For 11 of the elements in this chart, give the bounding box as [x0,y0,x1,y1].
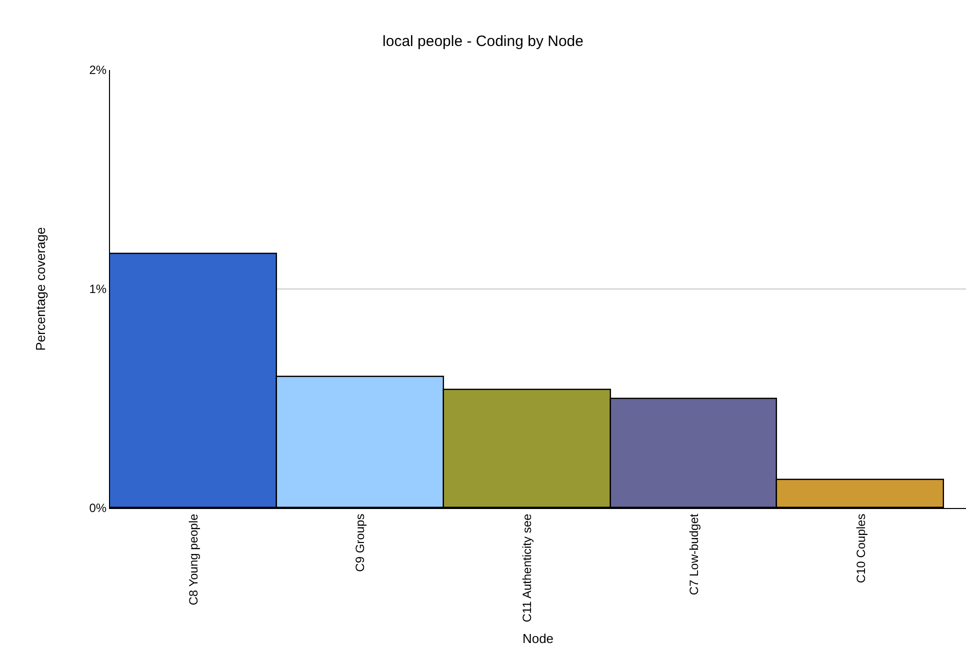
y-tick-label: 2% [89,63,107,78]
chart-title: local people - Coding by Node [382,33,584,50]
x-tick-label: C8 Young people [186,513,200,606]
x-tick-label: C7 Low-budget [686,513,701,596]
x-tick-label: C9 Groups [353,514,368,572]
x-tick-label: C10 Couples [854,514,868,584]
y-axis-title: Percentage coverage [33,227,48,351]
y-tick-label: 0% [89,501,107,516]
x-tick-label: C11 Authenticity see [520,513,534,622]
y-tick-label: 1% [89,282,107,296]
x-axis-title: Node [522,631,554,646]
